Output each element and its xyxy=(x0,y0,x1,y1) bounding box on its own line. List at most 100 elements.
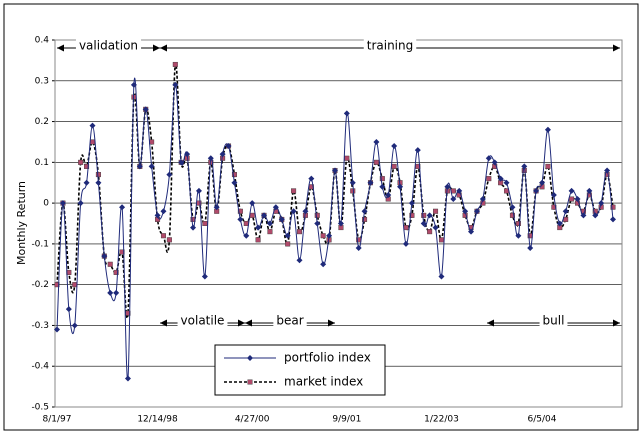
point xyxy=(172,61,178,67)
point xyxy=(420,220,427,227)
point xyxy=(261,212,268,219)
point xyxy=(598,200,605,207)
point xyxy=(202,220,208,226)
point xyxy=(195,187,202,194)
point xyxy=(391,163,397,169)
point xyxy=(569,196,575,202)
point xyxy=(539,179,546,186)
point xyxy=(409,212,415,218)
point xyxy=(272,204,279,211)
point xyxy=(89,122,96,129)
point xyxy=(285,241,291,247)
x-tick-label: 1/22/03 xyxy=(424,415,459,425)
point xyxy=(296,257,303,264)
point xyxy=(71,322,78,329)
point xyxy=(314,212,320,218)
point xyxy=(207,155,214,162)
point xyxy=(367,179,374,186)
annotation-bg xyxy=(363,38,417,53)
legend-marker xyxy=(247,379,253,385)
point xyxy=(444,183,451,190)
point xyxy=(65,306,72,313)
point xyxy=(107,289,114,296)
point xyxy=(95,172,101,178)
legend-label: market index xyxy=(284,375,363,389)
legend-box xyxy=(214,344,386,396)
point xyxy=(130,81,137,88)
point xyxy=(54,282,60,288)
point xyxy=(113,269,119,275)
annotation: validation xyxy=(79,39,138,53)
point xyxy=(491,159,498,166)
annotation-bg xyxy=(539,313,568,328)
point xyxy=(433,208,439,214)
point xyxy=(154,212,161,219)
point xyxy=(290,208,297,215)
point xyxy=(332,167,338,174)
point xyxy=(213,204,220,211)
point xyxy=(243,220,249,226)
point xyxy=(403,225,409,231)
point xyxy=(113,289,120,296)
plot-frame xyxy=(54,39,623,408)
point xyxy=(556,220,563,227)
x-tick-label: 12/14/98 xyxy=(137,415,178,425)
point xyxy=(509,204,516,211)
point xyxy=(255,237,261,243)
point xyxy=(297,229,303,235)
point xyxy=(373,138,380,145)
x-tick-label: 6/5/04 xyxy=(528,415,557,425)
point xyxy=(414,147,421,154)
point xyxy=(107,261,113,267)
annotation: training xyxy=(367,39,414,53)
point xyxy=(468,228,475,235)
point xyxy=(568,187,575,194)
point xyxy=(486,176,492,182)
point xyxy=(426,212,433,219)
point xyxy=(527,244,534,251)
y-tick-label: 0.1 xyxy=(35,158,49,168)
point xyxy=(160,208,167,215)
point xyxy=(178,159,185,166)
point xyxy=(397,183,404,190)
point xyxy=(355,244,362,251)
point xyxy=(610,216,616,223)
point xyxy=(462,208,469,215)
point xyxy=(124,375,131,382)
point xyxy=(190,224,197,231)
point xyxy=(231,179,238,186)
point xyxy=(533,187,540,194)
point xyxy=(308,175,315,182)
point xyxy=(119,204,126,211)
point xyxy=(361,208,368,215)
point xyxy=(148,163,155,170)
annotation-bg xyxy=(273,313,307,328)
point xyxy=(142,106,149,113)
point xyxy=(438,237,444,243)
point xyxy=(284,232,291,239)
y-tick-label: 0.4 xyxy=(35,36,50,46)
point xyxy=(604,167,611,174)
point xyxy=(427,229,433,235)
point xyxy=(166,237,172,243)
point xyxy=(521,163,528,170)
x-tick-label: 9/9/01 xyxy=(332,415,361,425)
point xyxy=(391,143,398,150)
point xyxy=(408,200,415,207)
annotation: bull xyxy=(543,314,565,328)
point xyxy=(237,208,243,214)
point xyxy=(550,191,557,198)
y-tick-label: -0.2 xyxy=(31,280,49,290)
point xyxy=(314,220,321,227)
point xyxy=(574,196,581,203)
point xyxy=(77,200,84,207)
y-tick-label: 0.3 xyxy=(35,76,49,86)
point xyxy=(402,240,409,247)
point xyxy=(243,232,250,239)
point xyxy=(184,151,191,158)
point xyxy=(610,204,616,210)
point xyxy=(95,179,102,186)
point xyxy=(201,273,208,280)
point xyxy=(89,139,95,145)
